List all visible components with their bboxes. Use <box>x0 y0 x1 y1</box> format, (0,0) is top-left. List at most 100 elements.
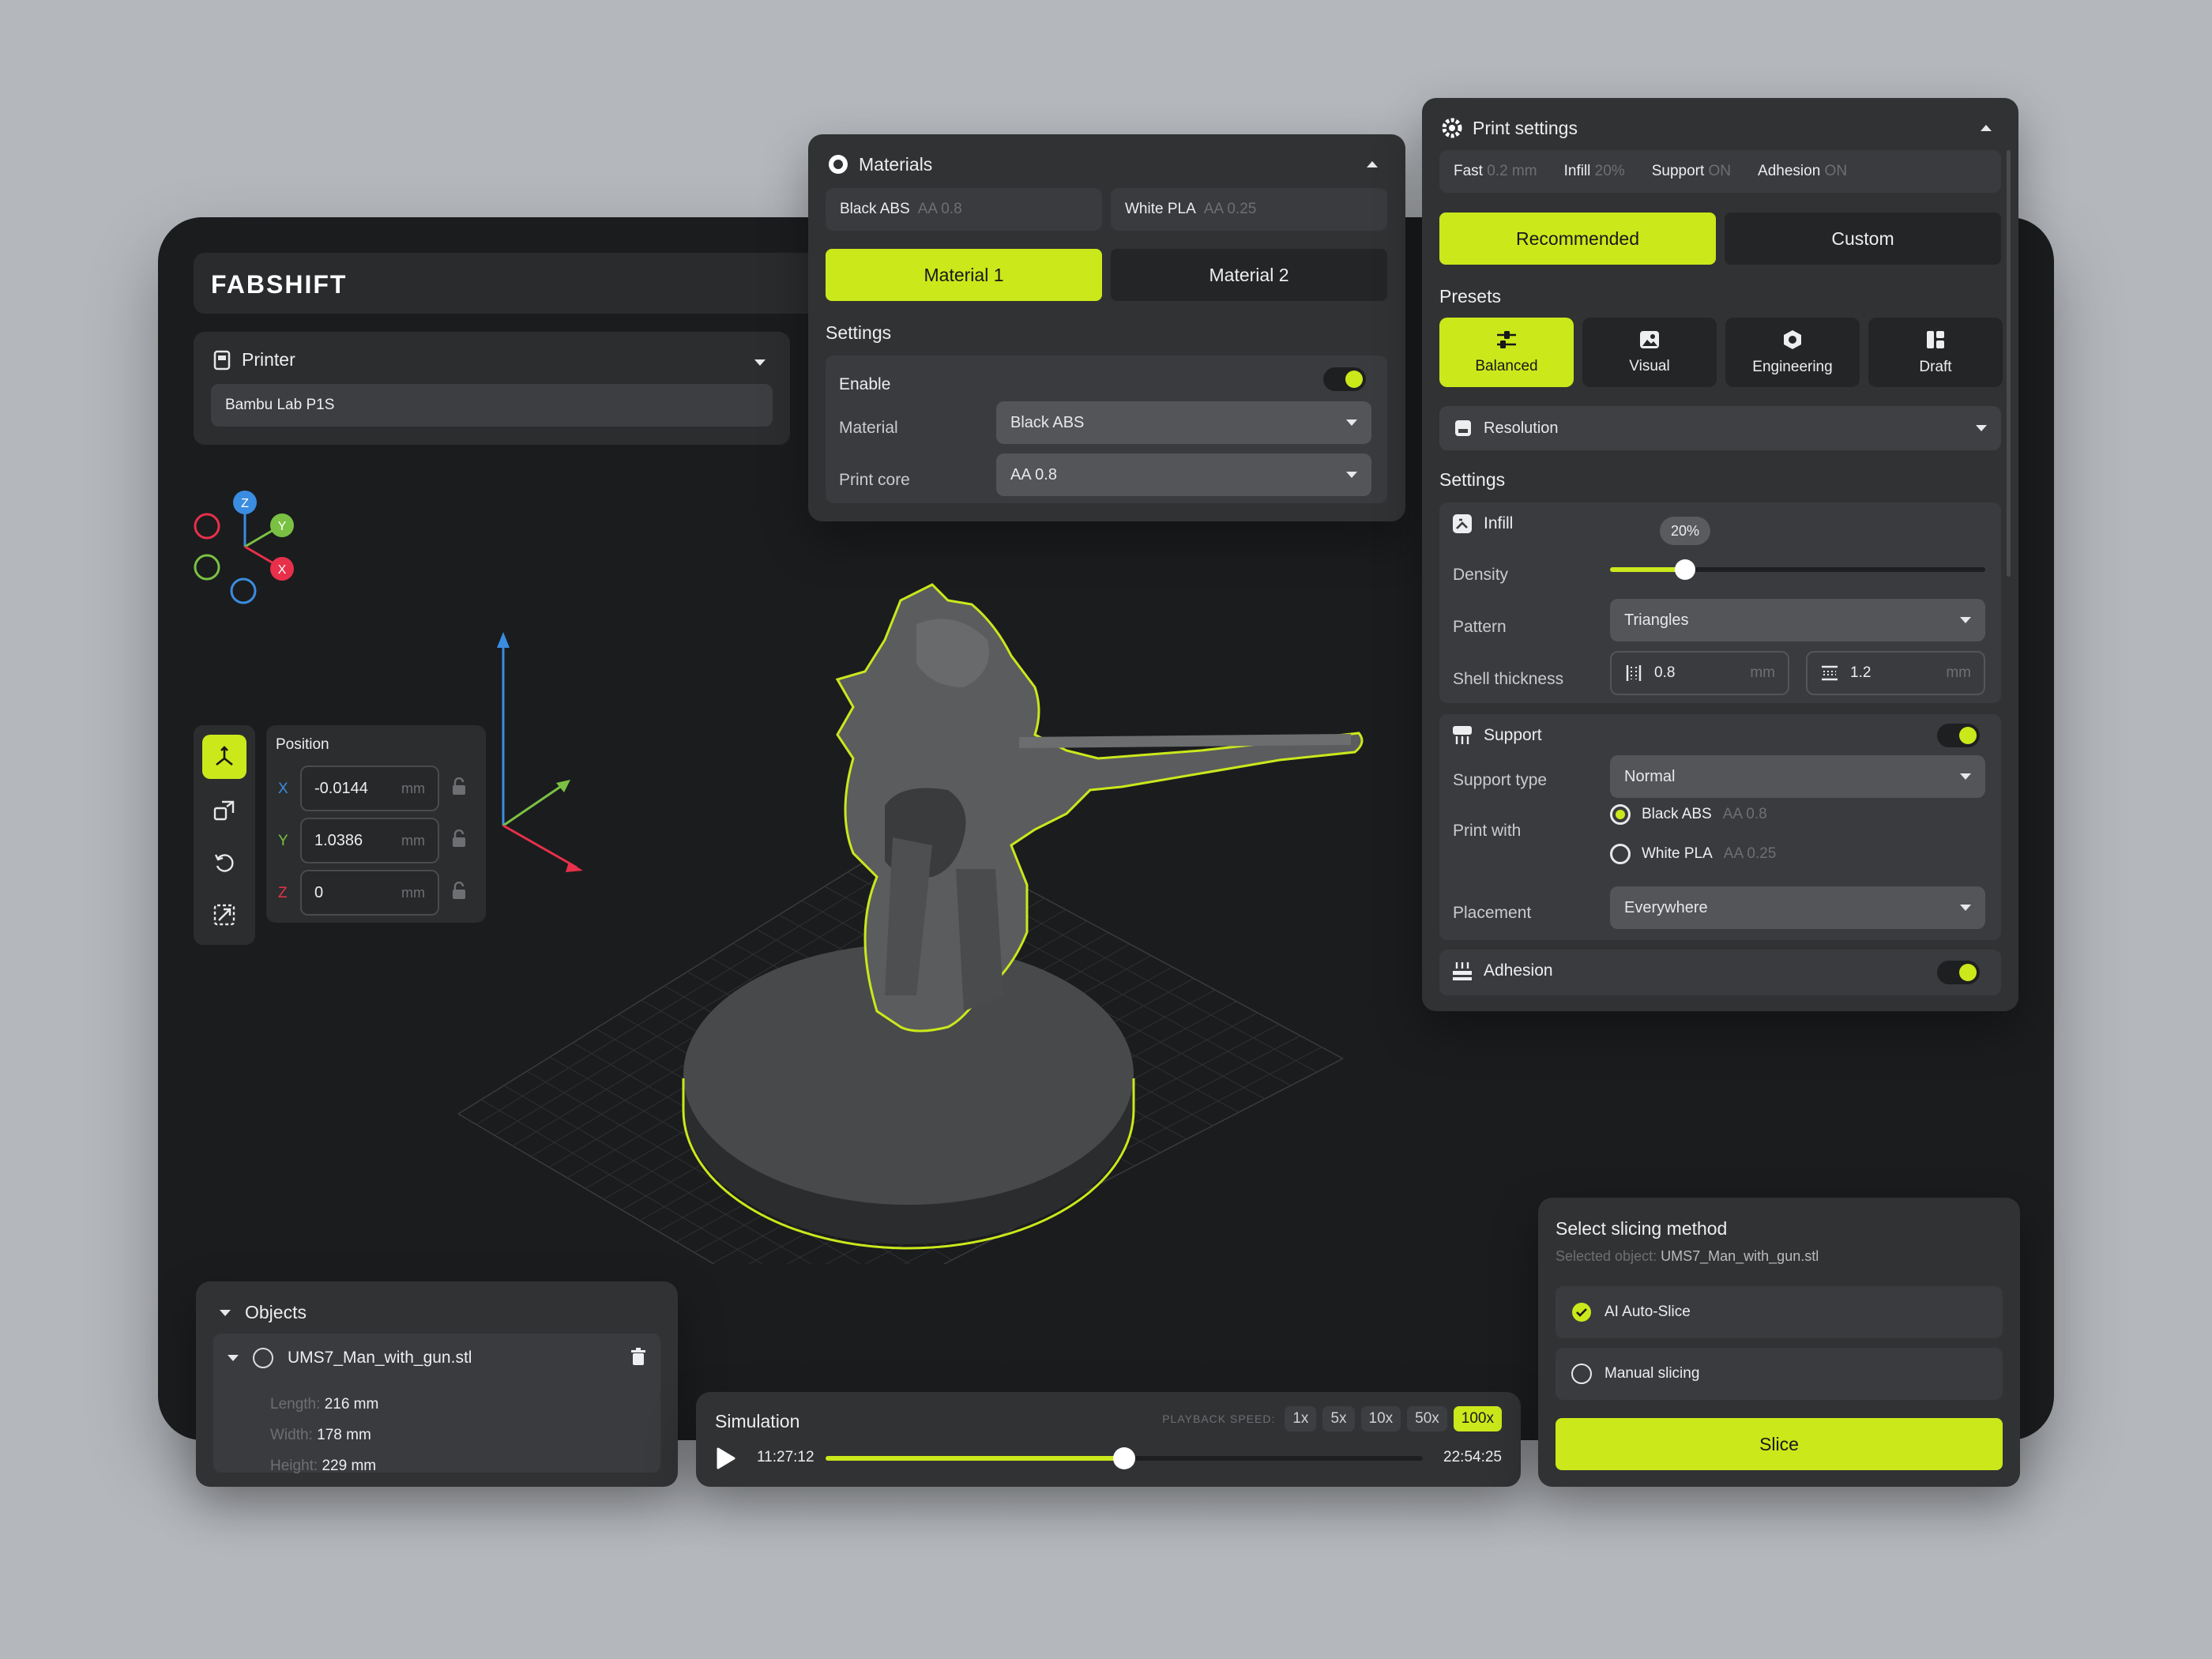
print-core-value: AA 0.8 <box>1010 465 1057 483</box>
objects-collapse-icon[interactable] <box>220 1309 231 1316</box>
preset-draft[interactable]: Draft <box>1868 318 2003 387</box>
3d-viewport[interactable] <box>411 553 1438 1264</box>
print-settings-subtitle: Settings <box>1439 469 1506 490</box>
adhesion-toggle[interactable] <box>1937 961 1980 984</box>
printer-icon <box>213 350 231 370</box>
pattern-select[interactable]: Triangles <box>1610 599 1985 641</box>
speed-10x[interactable]: 10x <box>1360 1406 1401 1431</box>
presets-title: Presets <box>1439 286 1501 307</box>
y-position-input[interactable]: 1.0386 mm <box>300 818 439 863</box>
summary-infill-value: 20% <box>1594 163 1625 179</box>
object-expand-icon[interactable] <box>228 1355 239 1361</box>
support-toggle[interactable] <box>1937 724 1980 747</box>
preset-balanced[interactable]: Balanced <box>1439 318 1574 387</box>
trash-icon[interactable] <box>630 1348 646 1367</box>
timeline-handle[interactable] <box>1113 1447 1135 1469</box>
print-with-option-2[interactable]: White PLA AA 0.25 <box>1610 844 1776 864</box>
print-settings-collapse-icon[interactable] <box>1981 125 1992 131</box>
x-lock-icon[interactable] <box>451 777 467 796</box>
print-core-select[interactable]: AA 0.8 <box>996 453 1371 496</box>
object-select-radio[interactable] <box>253 1348 273 1368</box>
manual-slicing-option[interactable]: Manual slicing <box>1556 1348 2003 1400</box>
printer-select[interactable]: Bambu Lab P1S <box>211 384 773 427</box>
timeline-progress <box>826 1456 1124 1461</box>
settings-summary: Fast 0.2 mm Infill 20% Support ON Adhesi… <box>1439 150 2001 193</box>
height-value: 229 mm <box>322 1458 377 1474</box>
logo-bar: FABSHIFT <box>194 253 818 314</box>
play-icon[interactable] <box>715 1447 735 1469</box>
image-icon <box>1640 331 1659 348</box>
z-lock-icon[interactable] <box>451 882 467 901</box>
print-with-option-1[interactable]: Black ABS AA 0.8 <box>1610 804 1767 825</box>
custom-button[interactable]: Custom <box>1725 213 2001 265</box>
height-key: Height: <box>270 1458 318 1474</box>
shell-wall-value: 0.8 <box>1654 664 1676 681</box>
move-tool-button[interactable] <box>202 735 246 779</box>
summary-adhesion-value: ON <box>1824 163 1848 179</box>
materials-collapse-icon[interactable] <box>1367 161 1378 167</box>
density-slider-fill <box>1610 567 1685 572</box>
printer-panel: Printer Bambu Lab P1S <box>194 332 790 445</box>
resolution-dropdown[interactable]: Resolution <box>1439 406 2001 450</box>
speed-1x[interactable]: 1x <box>1285 1406 1317 1431</box>
shell-wall-input[interactable]: 0.8 mm <box>1610 651 1789 695</box>
width-key: Width: <box>270 1427 313 1443</box>
placement-chevron-down-icon <box>1960 905 1971 911</box>
placement-select[interactable]: Everywhere <box>1610 886 1985 929</box>
option-2-name: White PLA <box>1642 845 1713 862</box>
object-item[interactable]: UMS7_Man_with_gun.stl Length: 216 mm Wid… <box>213 1334 660 1474</box>
brand-logo: FABSHIFT <box>211 270 348 299</box>
printer-collapse-icon[interactable] <box>754 359 766 366</box>
selected-object-line: Selected object: UMS7_Man_with_gun.stl <box>1556 1248 1819 1265</box>
material-select[interactable]: Black ABS <box>996 401 1371 444</box>
ai-auto-slice-option[interactable]: AI Auto-Slice <box>1556 1286 2003 1338</box>
chip-1-name: Black ABS <box>840 201 910 217</box>
support-type-select[interactable]: Normal <box>1610 755 1985 798</box>
slice-button[interactable]: Slice <box>1556 1418 2003 1470</box>
tab-material-2[interactable]: Material 2 <box>1111 249 1387 301</box>
option-1-core: AA 0.8 <box>1722 806 1767 822</box>
simulation-timeline[interactable] <box>826 1447 1423 1469</box>
material-settings-title: Settings <box>826 322 892 343</box>
speed-100x[interactable]: 100x <box>1453 1406 1502 1431</box>
ai-auto-slice-label: AI Auto-Slice <box>1604 1304 1691 1320</box>
z-unit: mm <box>401 884 425 901</box>
rotate-tool-button[interactable] <box>202 841 246 885</box>
materials-panel: Materials Black ABS AA 0.8 White PLA AA 0.… <box>808 134 1405 521</box>
mirror-icon <box>213 904 235 926</box>
speed-5x[interactable]: 5x <box>1322 1406 1355 1431</box>
z-position-input[interactable]: 0 mm <box>300 870 439 916</box>
z-axis-label: Z <box>278 885 288 901</box>
axes-orientation-gizmo[interactable]: Z Y X <box>190 490 300 608</box>
preset-engineering[interactable]: Engineering <box>1725 318 1860 387</box>
print-settings-panel: Print settings Fast 0.2 mm Infill 20% Su… <box>1422 98 2018 1011</box>
tab-material-1[interactable]: Material 1 <box>826 249 1102 301</box>
x-axis-label: X <box>278 781 288 797</box>
preset-visual[interactable]: Visual <box>1582 318 1717 387</box>
selected-object-label: Selected object: <box>1556 1248 1657 1264</box>
print-settings-scrollbar[interactable] <box>2007 150 2011 577</box>
summary-speed-value: 0.2 mm <box>1487 163 1537 179</box>
position-panel: Position X Y Z -0.0144 mm 1.0386 mm 0 mm <box>266 725 486 923</box>
y-lock-icon[interactable] <box>451 830 467 848</box>
preset-balanced-label: Balanced <box>1475 358 1538 374</box>
x-position-input[interactable]: -0.0144 mm <box>300 766 439 811</box>
printer-title: Printer <box>242 349 295 370</box>
radio-unselected-icon <box>1571 1364 1592 1384</box>
speed-50x[interactable]: 50x <box>1407 1406 1447 1431</box>
slicing-panel: Select slicing method Selected object: U… <box>1538 1198 2020 1487</box>
summary-support-key: Support <box>1651 163 1705 179</box>
chip-1-core: AA 0.8 <box>917 201 962 217</box>
recommended-button[interactable]: Recommended <box>1439 213 1716 265</box>
wall-thickness-icon <box>1626 665 1642 681</box>
density-slider-handle[interactable] <box>1675 559 1695 580</box>
enable-toggle[interactable] <box>1323 367 1366 391</box>
total-time: 22:54:25 <box>1443 1449 1502 1465</box>
mirror-tool-button[interactable] <box>202 893 246 937</box>
playback-speed-group: PLAYBACK SPEED: 1x 5x 10x 50x 100x <box>1162 1406 1502 1431</box>
density-slider[interactable]: 20% <box>1610 517 1985 580</box>
transform-toolbar <box>194 725 255 945</box>
shell-top-input[interactable]: 1.2 mm <box>1806 651 1985 695</box>
scale-tool-button[interactable] <box>202 788 246 833</box>
pattern-label: Pattern <box>1453 618 1507 636</box>
